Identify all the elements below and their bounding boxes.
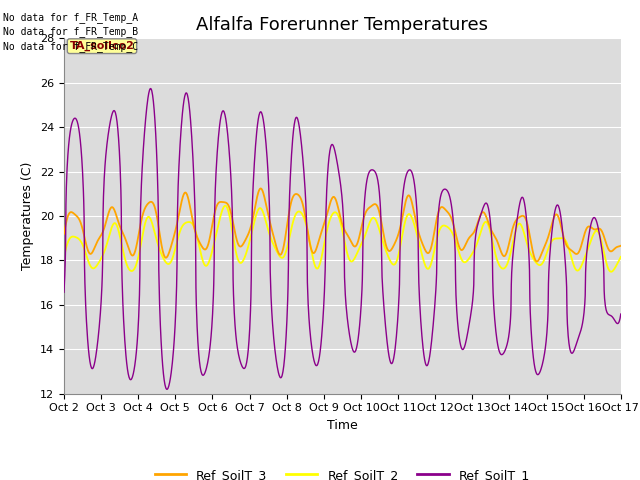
Ref_SoilT_3 bbox=[502, 252, 509, 257]
Ref_SoilT_1 bbox=[147, 85, 154, 91]
Ref_SoilT_2 bbox=[184, 219, 191, 225]
Text: No data for f_FR_Temp_B: No data for f_FR_Temp_B bbox=[3, 26, 138, 37]
Ref_SoilT_2 bbox=[502, 264, 509, 269]
Text: No data for f_FR_Temp_C: No data for f_FR_Temp_C bbox=[3, 41, 138, 52]
X-axis label: Time: Time bbox=[327, 419, 358, 432]
Ref_SoilT_2 bbox=[551, 236, 559, 241]
Ref_SoilT_3 bbox=[184, 194, 191, 200]
Ref_SoilT_3 bbox=[257, 186, 264, 192]
Text: No data for f_FR_Temp_A: No data for f_FR_Temp_A bbox=[3, 12, 138, 23]
Ref_SoilT_2 bbox=[170, 250, 178, 255]
Ref_SoilT_2 bbox=[221, 203, 229, 209]
Ref_SoilT_1 bbox=[172, 324, 179, 329]
Ref_SoilT_2 bbox=[607, 269, 615, 275]
Ref_SoilT_2 bbox=[429, 253, 437, 259]
Ref_SoilT_3 bbox=[429, 236, 437, 241]
Line: Ref_SoilT_2: Ref_SoilT_2 bbox=[64, 206, 621, 272]
Ref_SoilT_3 bbox=[617, 243, 625, 249]
Line: Ref_SoilT_3: Ref_SoilT_3 bbox=[64, 189, 621, 262]
Line: Ref_SoilT_1: Ref_SoilT_1 bbox=[64, 88, 621, 389]
Text: TA_soilco2: TA_soilco2 bbox=[70, 41, 134, 51]
Ref_SoilT_3 bbox=[552, 212, 559, 218]
Ref_SoilT_3 bbox=[533, 259, 541, 264]
Legend: Ref_SoilT_3, Ref_SoilT_2, Ref_SoilT_1: Ref_SoilT_3, Ref_SoilT_2, Ref_SoilT_1 bbox=[150, 464, 535, 480]
Ref_SoilT_1 bbox=[60, 289, 68, 295]
Ref_SoilT_3 bbox=[246, 226, 254, 232]
Title: Alfalfa Forerunner Temperatures: Alfalfa Forerunner Temperatures bbox=[196, 16, 488, 34]
Ref_SoilT_1 bbox=[502, 344, 510, 350]
Y-axis label: Temperatures (C): Temperatures (C) bbox=[22, 162, 35, 270]
Ref_SoilT_1 bbox=[617, 311, 625, 317]
Ref_SoilT_2 bbox=[246, 235, 254, 240]
Ref_SoilT_1 bbox=[185, 98, 193, 104]
Ref_SoilT_3 bbox=[170, 232, 178, 238]
Ref_SoilT_1 bbox=[429, 318, 437, 324]
Ref_SoilT_1 bbox=[247, 295, 255, 300]
Ref_SoilT_2 bbox=[617, 254, 625, 260]
Ref_SoilT_1 bbox=[552, 206, 559, 212]
Ref_SoilT_2 bbox=[60, 253, 68, 259]
Ref_SoilT_1 bbox=[163, 386, 171, 392]
Ref_SoilT_3 bbox=[60, 231, 68, 237]
